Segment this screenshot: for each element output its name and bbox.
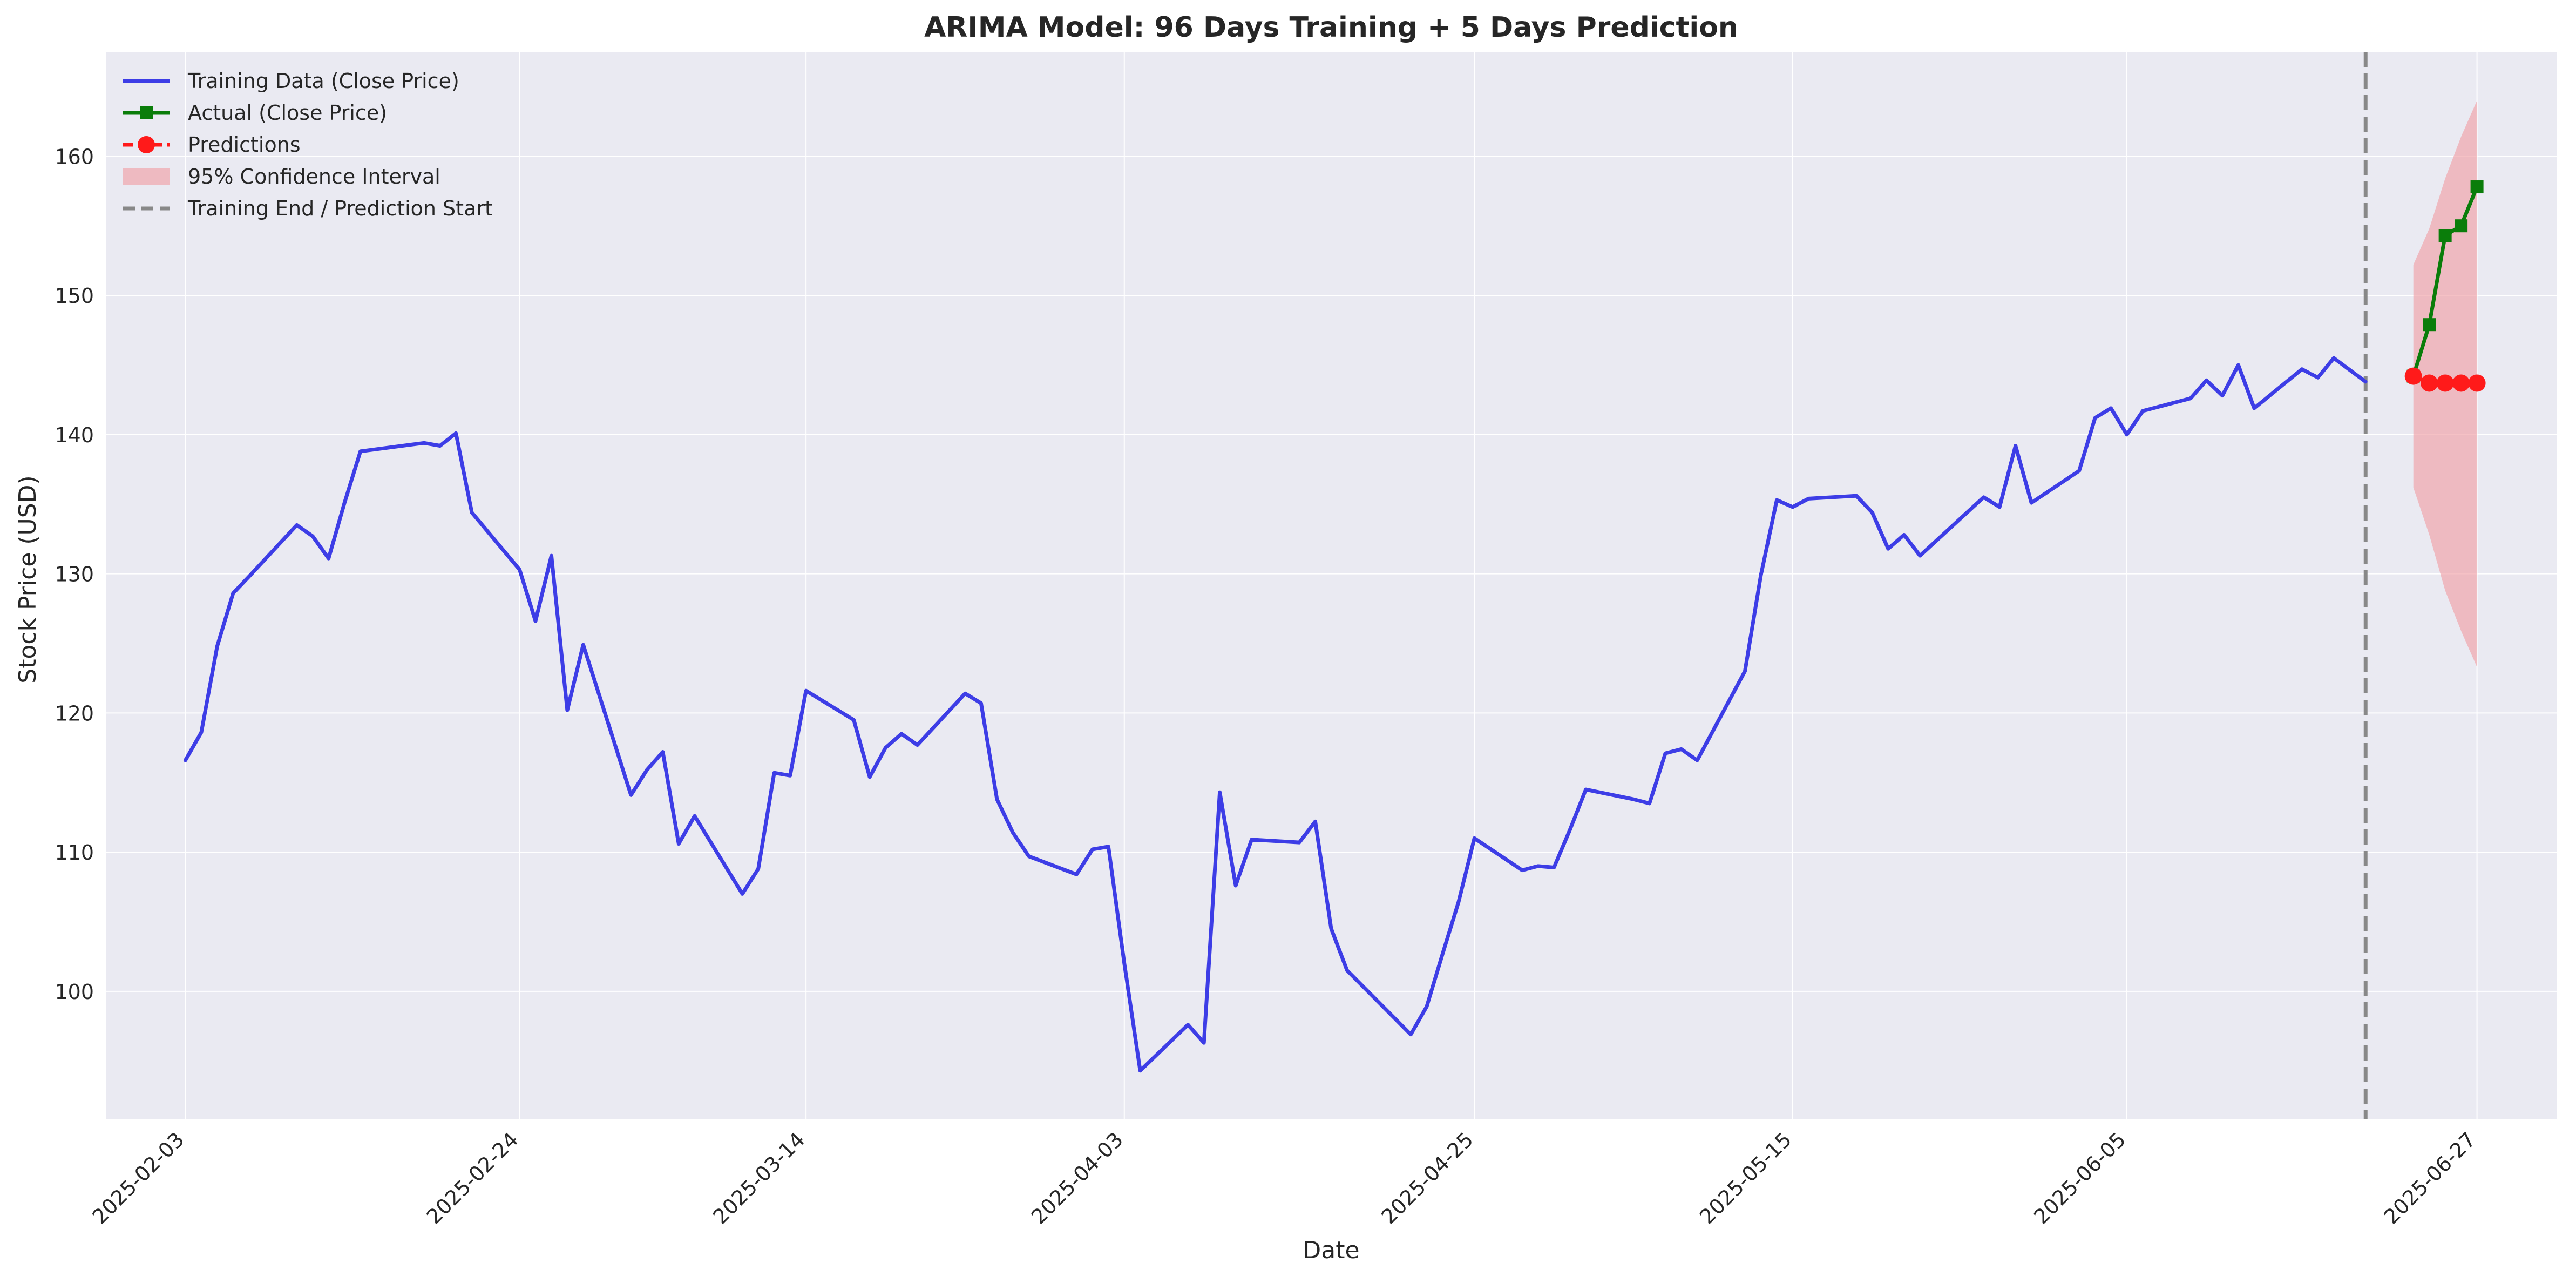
plot-area: [106, 52, 2557, 1119]
legend-label: Training End / Prediction Start: [187, 197, 493, 220]
legend-label: Actual (Close Price): [188, 101, 387, 125]
y-tick-label: 130: [55, 563, 94, 586]
data-point-predictions: [2436, 374, 2454, 392]
data-point-predictions: [2468, 374, 2486, 392]
legend-label: Training Data (Close Price): [187, 69, 459, 93]
y-tick-label: 150: [55, 284, 94, 308]
x-tick-label: 2025-05-15: [1695, 1127, 1796, 1228]
x-axis-label: Date: [1303, 1237, 1359, 1264]
x-tick-label: 2025-02-03: [87, 1127, 188, 1228]
legend-label: 95% Confidence Interval: [188, 165, 440, 188]
y-tick-label: 120: [55, 701, 94, 725]
legend-marker: [140, 106, 153, 119]
x-tick-label: 2025-04-03: [1027, 1127, 1128, 1228]
x-tick-label: 2025-02-24: [422, 1127, 523, 1228]
x-tick-label: 2025-04-25: [1377, 1127, 1477, 1228]
series-line-training-data-close-price: [183, 356, 2368, 1073]
x-tick-label: 2025-06-27: [2380, 1127, 2480, 1228]
data-point-actual-close-price: [2455, 219, 2468, 233]
data-point-predictions: [2421, 374, 2438, 392]
data-point-actual-close-price: [2438, 229, 2452, 242]
y-tick-label: 160: [55, 145, 94, 168]
legend-swatch: [123, 168, 170, 185]
y-tick-label: 110: [55, 841, 94, 865]
x-tick-label: 2025-06-05: [2029, 1127, 2130, 1228]
data-point-predictions: [2404, 367, 2422, 385]
legend: Training Data (Close Price) Actual (Close…: [123, 69, 493, 220]
y-tick-label: 100: [55, 980, 94, 1004]
legend-label: Predictions: [188, 133, 301, 157]
legend-marker: [138, 136, 155, 153]
data-point-actual-close-price: [2423, 318, 2436, 332]
data-point-actual-close-price: [2470, 180, 2484, 194]
y-tick-label: 140: [55, 423, 94, 447]
data-point-predictions: [2452, 374, 2470, 392]
x-tick-label: 2025-03-14: [708, 1127, 809, 1228]
chart-title: ARIMA Model: 96 Days Training + 5 Days P…: [924, 11, 1738, 44]
y-axis-label: Stock Price (USD): [14, 475, 42, 683]
